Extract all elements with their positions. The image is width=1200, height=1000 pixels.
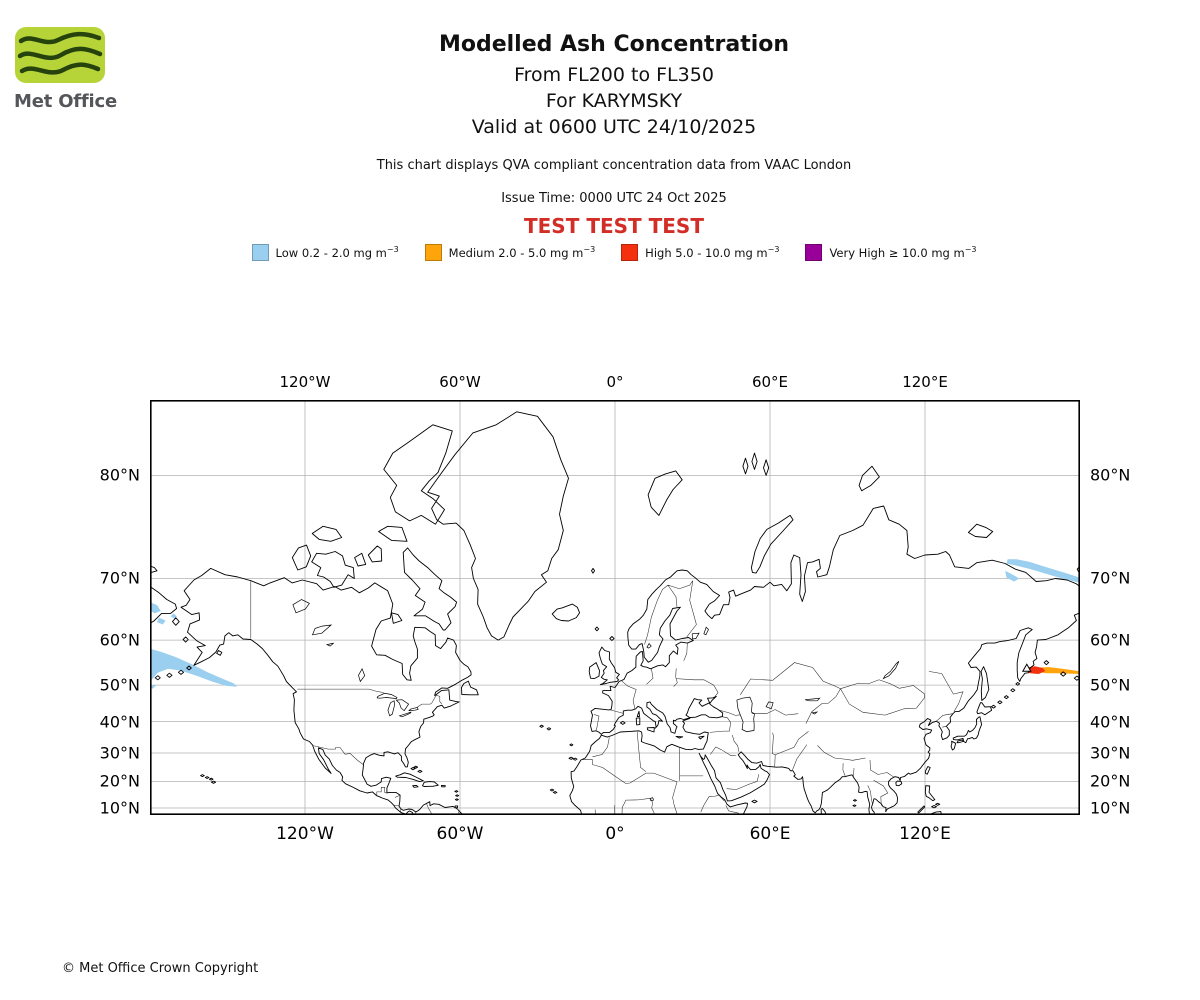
lat-tick-label-left: 40°N [99, 712, 140, 732]
lat-tick-label-left: 20°N [99, 771, 140, 791]
met-office-wordmark: Met Office [14, 91, 118, 112]
lon-tick-label-bottom: 60°E [749, 824, 791, 844]
graticule [150, 400, 1080, 815]
map-region: 120°W 120°W 60°W 60°W 0° 0° 60°E 60°E 120°E 120°E… [100, 373, 1131, 844]
lat-tick-label-left: 80°N [99, 465, 140, 485]
ash-low-area [157, 617, 166, 625]
lakes [292, 599, 900, 802]
chart-subtitle-valid-time: Valid at 0600 UTC 24/10/2025 [471, 116, 757, 138]
lon-tick-label-top: 60°W [439, 373, 481, 391]
lon-tick-label-bottom: 120°E [899, 824, 951, 844]
lon-tick-label-bottom: 0° [605, 824, 625, 844]
coastlines [150, 411, 1080, 815]
lat-tick-label-right: 10°N [1090, 798, 1131, 818]
legend-label-low: Low 0.2 - 2.0 mg m−3 [275, 245, 399, 260]
lat-tick-label-left: 30°N [99, 743, 140, 763]
legend-swatch-medium [424, 244, 442, 261]
lat-tick-label-left: 50°N [99, 675, 140, 695]
lat-tick-label-right: 30°N [1090, 743, 1131, 763]
lat-tick-label-left: 70°N [99, 568, 140, 588]
lat-tick-label-right: 40°N [1090, 712, 1131, 732]
chart-title: Modelled Ash Concentration [438, 32, 790, 57]
lat-tick-label-right: 60°N [1090, 630, 1131, 650]
country-borders [250, 580, 964, 815]
volcano-marker [1021, 663, 1032, 672]
logo-waves-icon [17, 31, 103, 75]
issue-time: Issue Time: 0000 UTC 24 Oct 2025 [501, 191, 727, 206]
legend-row: Low 0.2 - 2.0 mg m−3 Medium 2.0 - 5.0 mg … [28, 244, 1200, 261]
legend-item-very-high: Very High ≥ 10.0 mg m−3 [805, 244, 976, 261]
lat-tick-label-right: 20°N [1090, 771, 1131, 791]
test-banner: TEST TEST TEST [524, 214, 704, 238]
met-office-logo-icon [15, 27, 105, 83]
legend-swatch-high [621, 244, 639, 261]
legend-label-high: High 5.0 - 10.0 mg m−3 [645, 245, 780, 260]
legend-item-low: Low 0.2 - 2.0 mg m−3 [251, 244, 399, 261]
chart-subtitle-flight-levels: From FL200 to FL350 [514, 64, 714, 86]
lat-tick-label-right: 50°N [1090, 675, 1131, 695]
ash-low-area [1005, 570, 1020, 582]
ash-low-area [170, 613, 178, 619]
lat-tick-label-right: 70°N [1090, 568, 1131, 588]
map-canvas [150, 400, 1080, 815]
lon-tick-label-top: 120°E [902, 373, 948, 391]
lon-tick-label-top: 120°W [279, 373, 331, 391]
ash-high-area [1026, 666, 1046, 674]
ash-medium-area [1038, 667, 1080, 674]
chart-subtitle-volcano: For KARYMSKY [545, 90, 683, 112]
lat-tick-label-left: 10°N [99, 798, 140, 818]
lat-tick-label-left: 60°N [99, 630, 140, 650]
legend-swatch-low [251, 244, 269, 261]
legend-swatch-very-high [805, 244, 823, 261]
map-border [150, 400, 1080, 815]
island-specks [154, 452, 1080, 809]
lon-tick-label-top: 60°E [751, 373, 789, 391]
ash-low-area [1006, 559, 1080, 583]
lon-tick-label-top: 0° [606, 373, 624, 391]
lon-tick-label-bottom: 120°W [276, 824, 334, 844]
qva-compliance-note: This chart displays QVA compliant concen… [376, 158, 852, 173]
legend-item-high: High 5.0 - 10.0 mg m−3 [621, 244, 779, 261]
lat-tick-label-right: 80°N [1090, 465, 1131, 485]
ash-low-area [150, 648, 238, 687]
copyright-text: © Met Office Crown Copyright [62, 961, 259, 976]
lon-tick-label-bottom: 60°W [436, 824, 484, 844]
met-office-logo: Met Office [14, 26, 124, 112]
legend-label-very-high: Very High ≥ 10.0 mg m−3 [829, 245, 977, 260]
legend-label-medium: Medium 2.0 - 5.0 mg m−3 [448, 245, 596, 260]
legend-item-medium: Medium 2.0 - 5.0 mg m−3 [424, 244, 596, 261]
ash-low-area [150, 602, 161, 614]
